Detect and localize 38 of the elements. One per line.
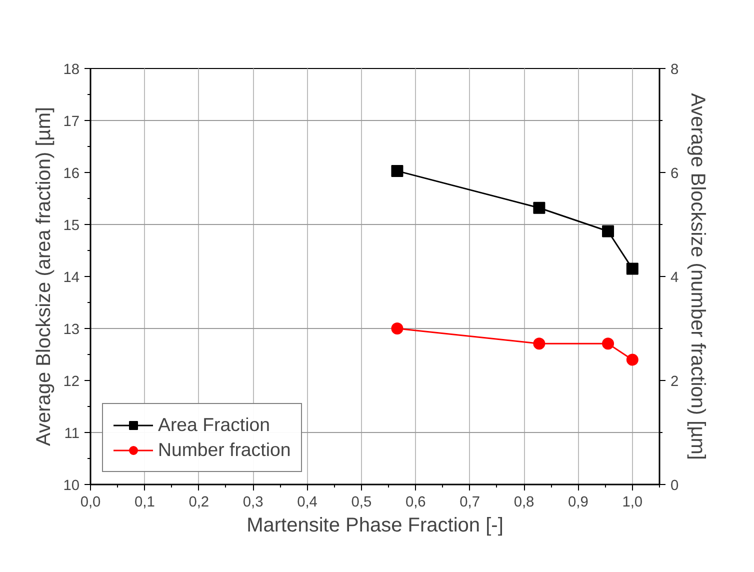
y-axis-title: Average Blocksize (area fraction) [µm] (33, 106, 56, 446)
y2-axis-title: Average Blocksize (number fraction) [µm] (686, 93, 709, 460)
x-axis-title: Martensite Phase Fraction [-] (246, 514, 504, 536)
x-tick-label: 0,6 (405, 494, 426, 510)
y-tick-label: 12 (63, 374, 80, 390)
y2-tick-label: 8 (670, 62, 679, 78)
x-tick-label: 0,1 (134, 494, 155, 510)
x-tick-label: 0,9 (568, 494, 588, 510)
y-tick-label: 18 (63, 62, 80, 78)
x-tick-label: 0,3 (242, 494, 264, 510)
point (602, 338, 614, 350)
point (626, 354, 638, 366)
y-tick-label: 17 (63, 114, 80, 130)
y-tick-label: 13 (63, 322, 80, 338)
y2-tick-label: 6 (670, 166, 679, 182)
point (533, 338, 546, 350)
y-tick-label: 14 (63, 270, 80, 286)
legend-label: Number fraction (158, 439, 291, 461)
x-tick-label: 0,0 (80, 494, 101, 510)
x-tick-label: 0,7 (460, 494, 480, 510)
y-tick-label: 15 (63, 218, 80, 234)
x-tick-label: 0,4 (297, 494, 318, 510)
point (626, 262, 638, 275)
x-tick-label: 0,5 (351, 494, 372, 510)
point (533, 202, 546, 214)
x-tick-label: 1,0 (622, 494, 643, 510)
x-tick-label: 0,2 (188, 494, 210, 510)
y2-tick-label: 4 (670, 270, 679, 286)
point (602, 225, 614, 238)
y2-tick-label: 2 (670, 374, 679, 390)
y-tick-label: 16 (63, 166, 80, 182)
x-tick-label: 0,8 (514, 494, 534, 510)
legend-label: Area Fraction (158, 414, 270, 436)
point (391, 164, 404, 177)
y2-tick-label: 0 (670, 478, 679, 494)
y-tick-label: 11 (64, 426, 80, 442)
y-tick-label: 10 (63, 478, 80, 494)
point (391, 322, 404, 334)
